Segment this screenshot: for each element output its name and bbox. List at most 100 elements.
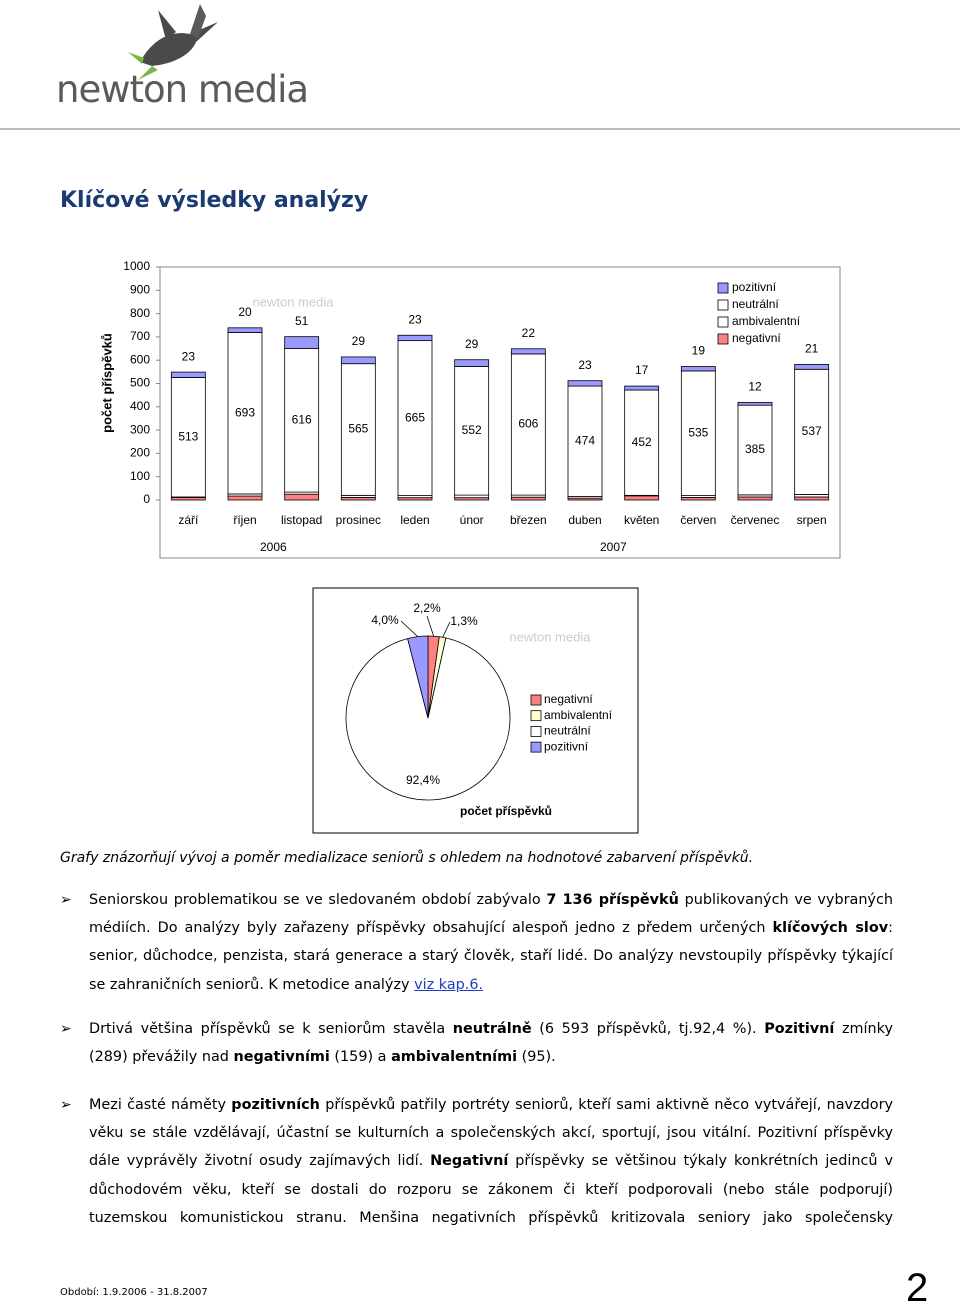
legend-label: pozitivní: [732, 280, 777, 294]
bold-text: Pozitivní: [764, 1021, 834, 1037]
data-label: 29: [352, 334, 366, 348]
x-tick-label: březen: [510, 513, 547, 527]
legend-label: negativní: [544, 692, 593, 706]
bar-segment: [681, 366, 715, 370]
legend-label: negativní: [732, 331, 781, 345]
x-tick-label: únor: [460, 513, 484, 527]
text-run: (159) a: [330, 1049, 391, 1065]
bar-segment: [625, 496, 659, 500]
data-label: 23: [408, 312, 422, 326]
y-tick-label: 300: [130, 422, 150, 436]
legend-label: ambivalentní: [732, 314, 801, 328]
pie-label: 92,4%: [406, 773, 440, 787]
data-label: 12: [748, 380, 762, 394]
legend-label: neutrální: [732, 297, 779, 311]
x-tick-label: květen: [624, 513, 659, 527]
data-label: 565: [348, 422, 368, 436]
x-tick-label: srpen: [797, 513, 827, 527]
y-tick-label: 100: [130, 469, 150, 483]
y-tick-label: 0: [143, 492, 150, 506]
legend-swatch: [718, 317, 728, 327]
bullet: Seniorskou problematikou se ve sledované…: [89, 886, 893, 999]
data-label: 385: [745, 442, 765, 456]
bold-text: negativními: [233, 1049, 329, 1065]
x-tick-label: duben: [568, 513, 601, 527]
bar-segment: [568, 381, 602, 386]
data-label: 20: [238, 305, 252, 319]
legend-swatch: [531, 695, 541, 705]
pie-label: 2,2%: [413, 601, 441, 615]
y-tick-label: 600: [130, 352, 150, 366]
legend-label: pozitivní: [544, 739, 589, 753]
bar-segment: [511, 497, 545, 500]
bar-segment: [738, 402, 772, 405]
link[interactable]: viz kap.6.: [414, 977, 483, 993]
data-label: 693: [235, 405, 255, 419]
text-run: (6 593 příspěvků, tj.92,4 %).: [532, 1021, 765, 1037]
bar-segment: [285, 337, 319, 349]
x-tick-label: prosinec: [336, 513, 381, 527]
chart-title: počet příspěvků: [460, 804, 552, 818]
watermark: newton media: [253, 294, 335, 309]
leader-line: [427, 616, 434, 636]
legend-label: ambivalentní: [544, 708, 613, 722]
data-label: 606: [518, 417, 538, 431]
data-label: 21: [805, 342, 819, 356]
bar-segment: [228, 496, 262, 500]
bar-segment: [228, 328, 262, 333]
x-tick-label: listopad: [281, 513, 322, 527]
bar-segment: [795, 364, 829, 369]
data-label: 19: [692, 344, 706, 358]
bold-text: ambivalentními: [391, 1049, 517, 1065]
legend-swatch: [718, 283, 728, 293]
y-tick-label: 700: [130, 329, 150, 343]
bold-text: klíčových slov: [773, 920, 889, 936]
leader-line: [443, 622, 450, 637]
x-tick-label: červenec: [731, 513, 780, 527]
legend-swatch: [718, 300, 728, 310]
x-tick-label: říjen: [233, 513, 256, 527]
y-tick-label: 400: [130, 399, 150, 413]
charts: počet příspěvků 0 100 200 300 400 500 600 700 800…: [0, 0, 960, 845]
bold-text: neutrálně: [453, 1021, 532, 1037]
bold-text: 7 136 příspěvků: [546, 892, 679, 908]
bar-segment: [738, 497, 772, 500]
bullet: Mezi časté náměty pozitivních příspěvků …: [89, 1091, 893, 1232]
y-tick-label: 500: [130, 376, 150, 390]
data-label: 23: [182, 349, 196, 363]
y-axis-label: počet příspěvků: [99, 333, 114, 433]
bullet: Drtivá většina příspěvků se k seniorům s…: [89, 1015, 893, 1071]
data-label: 17: [635, 363, 649, 377]
y-tick-label: 1000: [123, 259, 150, 273]
data-label: 29: [465, 337, 479, 351]
watermark: newton media: [510, 629, 592, 644]
bar-segment: [171, 372, 205, 377]
x-tick-label: září: [178, 513, 199, 527]
data-label: 51: [295, 314, 309, 328]
data-label: 513: [178, 429, 198, 443]
text-run: Seniorskou problematikou se ve sledované…: [89, 892, 546, 908]
bold-text: pozitivních: [231, 1097, 320, 1113]
data-label: 23: [578, 358, 592, 372]
y-tick-label: 900: [130, 282, 150, 296]
data-label: 474: [575, 433, 595, 447]
bar-segment: [455, 360, 489, 367]
data-label: 537: [802, 424, 822, 438]
text-run: (95).: [517, 1049, 556, 1065]
legend-swatch: [531, 726, 541, 736]
text-run: Drtivá většina příspěvků se k seniorům s…: [89, 1021, 453, 1037]
pie-label: 4,0%: [371, 613, 399, 627]
data-label: 452: [632, 435, 652, 449]
data-label: 535: [688, 425, 708, 439]
data-label: 665: [405, 410, 425, 424]
legend-label: neutrální: [544, 724, 591, 738]
legend-swatch: [531, 711, 541, 721]
bar-segment: [625, 386, 659, 390]
pie-label: 1,3%: [450, 614, 478, 628]
x-tick-label: leden: [400, 513, 429, 527]
y-tick-label: 800: [130, 306, 150, 320]
caption: Grafy znázorňují vývoj a poměr medializa…: [60, 850, 753, 866]
y-tick-label: 200: [130, 446, 150, 460]
legend-swatch: [718, 334, 728, 344]
